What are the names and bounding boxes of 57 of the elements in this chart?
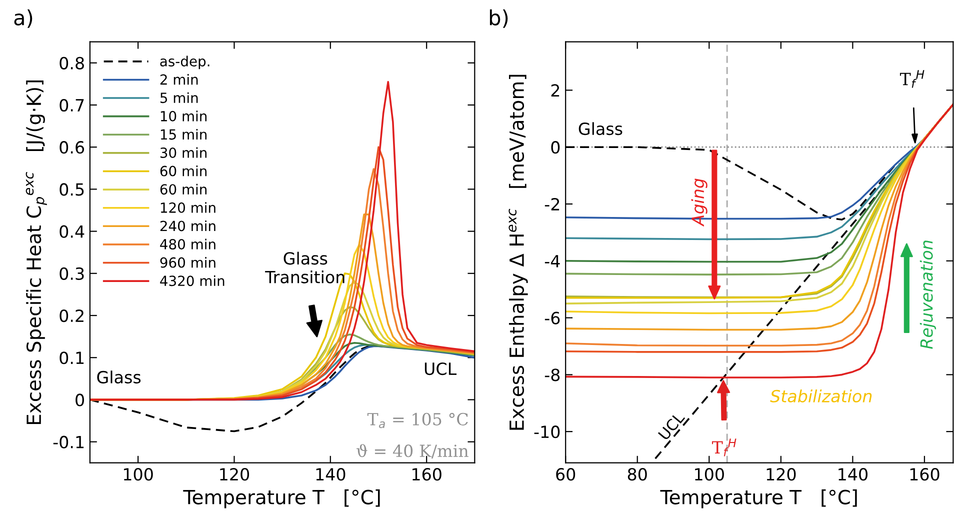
y-tick-label: -6 [544, 312, 560, 324]
chart-title: b) [490, 9, 508, 28]
legend-label: 10 min [160, 110, 206, 122]
y-tick-label: 0.5 [60, 183, 84, 196]
y-tick-label: -0.1 [53, 436, 84, 448]
y-tick-label: 2 [551, 84, 560, 97]
y-tick-label: 0 [551, 141, 560, 154]
annotation: Glass [578, 122, 622, 136]
y-tick-label: 0.6 [60, 141, 84, 154]
legend-label: 2 min [160, 74, 198, 85]
x-tick-label: 60 [556, 468, 576, 481]
x-axis-title: Temperature T [°C] [660, 489, 857, 508]
x-tick-label: 140 [316, 468, 346, 481]
x-tick-label: 160 [910, 468, 940, 481]
legend-label: 15 min [160, 128, 206, 140]
legend-label: 240 min [160, 220, 216, 232]
annotation: T$_{f}$$^{H}$ [712, 438, 736, 456]
legend-label: 60 min [160, 184, 206, 195]
annotation: Aging [691, 178, 708, 227]
y-tick-label: 0.2 [60, 309, 84, 322]
x-tick-label: 120 [220, 468, 250, 481]
annotation: Stabilization [770, 390, 872, 402]
x-tick-label: 140 [838, 468, 868, 481]
chart-title: a) [14, 9, 32, 28]
y-tick-label: 0.7 [60, 98, 84, 112]
y-tick-label: 0.4 [60, 225, 84, 238]
x-tick-label: 80 [628, 468, 647, 481]
annotation: T$_{a}$ = 105 °C [367, 412, 468, 428]
legend-label: 960 min [160, 257, 216, 268]
annotation: Rejuvenation [920, 240, 936, 349]
y-tick-label: 0 [76, 394, 84, 406]
legend-label: 4320 min [160, 275, 224, 286]
annotation: Glass [97, 370, 141, 384]
x-tick-label: 100 [695, 468, 724, 481]
legend-label: 5 min [160, 92, 198, 104]
x-tick-label: 100 [124, 468, 153, 481]
y-tick-label: 0.8 [60, 56, 84, 70]
annotation: T$_{f}$$^{H}$ [900, 70, 924, 88]
x-tick-label: 120 [766, 468, 796, 481]
annotation: ϑ = 40 K/min [356, 444, 468, 458]
y-tick-label: -10 [534, 426, 560, 438]
y-tick-label: -2 [544, 198, 560, 210]
x-axis-title: Temperature T [°C] [183, 489, 380, 508]
legend-label: 480 min [160, 238, 216, 250]
legend-label: as-dep. [160, 56, 210, 70]
y-tick-label: 0.3 [60, 267, 84, 280]
legend-label: 30 min [160, 147, 206, 158]
text: Excess Enthalpy Δ H$^{exc}$ [meV/atom] [508, 74, 528, 430]
annotation: UCL [658, 410, 686, 441]
legend-label: 120 min [160, 202, 216, 213]
x-tick-label: 160 [412, 468, 442, 481]
y-tick-label: 0.1 [60, 352, 84, 364]
annotation: UCL [424, 362, 457, 376]
legend-label: 60 min [160, 166, 206, 176]
y-tick-label: -8 [544, 368, 560, 382]
y-tick-label: -4 [544, 255, 560, 268]
text: Excess Specific Heat C$_{p}$$^{exc}$ [J/(g·K)] [26, 80, 47, 424]
